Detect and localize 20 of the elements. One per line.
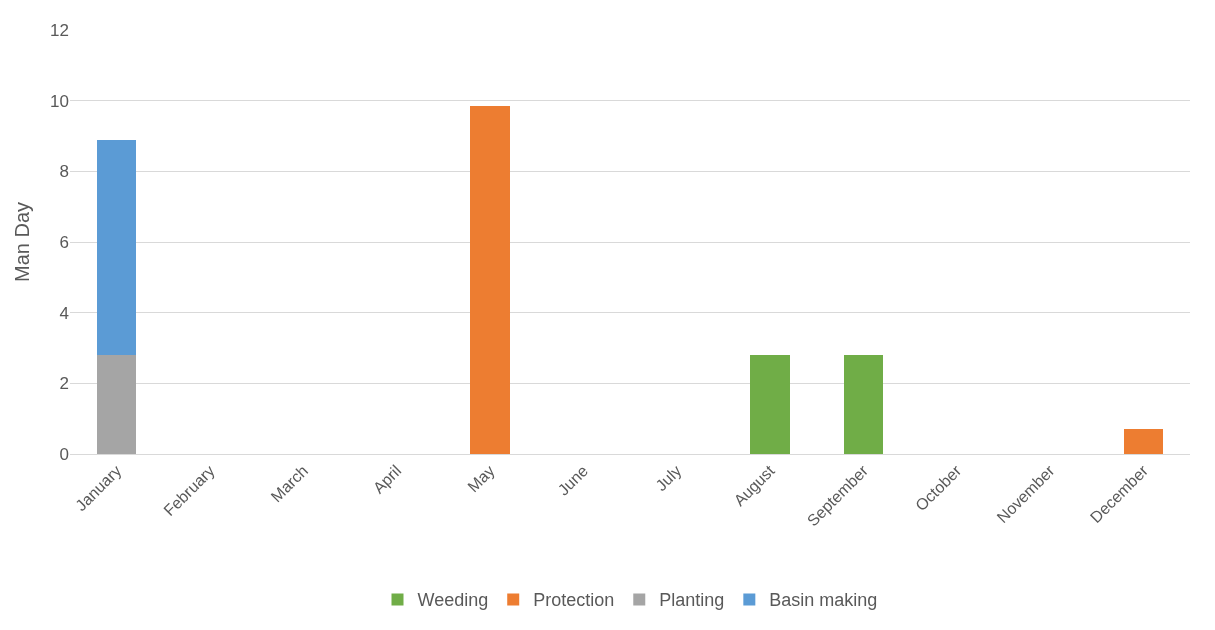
- y-tick-label: 8: [59, 162, 69, 182]
- bar: [97, 355, 137, 454]
- y-tick-label: 6: [59, 232, 69, 252]
- x-tick-label: May: [464, 461, 498, 496]
- legend-label: Protection: [533, 590, 615, 611]
- bar: [470, 105, 510, 454]
- y-tick-label: 12: [50, 20, 69, 40]
- bar: [1123, 429, 1163, 454]
- bar: [97, 139, 137, 356]
- legend-label: Weeding: [417, 590, 489, 611]
- x-tick-label: July: [652, 461, 685, 495]
- y-tick-label: 2: [59, 374, 69, 394]
- legend-label: Basin making: [769, 590, 878, 611]
- y-axis-title: Man Day: [10, 201, 33, 283]
- bar: [843, 355, 883, 454]
- y-tick-label: 4: [59, 303, 69, 323]
- bar: [750, 355, 790, 454]
- legend-label: Planting: [659, 590, 725, 611]
- y-tick-label: 0: [59, 444, 69, 464]
- y-tick-label: 10: [50, 91, 69, 111]
